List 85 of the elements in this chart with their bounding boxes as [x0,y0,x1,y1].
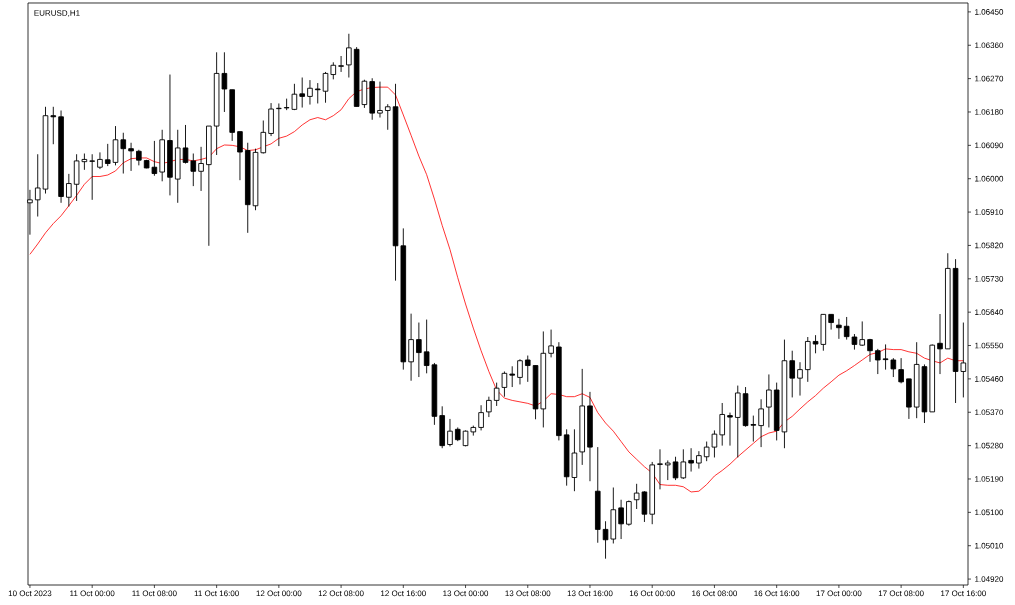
candlestick [384,103,391,131]
y-tick-label: 1.05640 [975,309,1004,315]
candlestick [104,143,111,167]
y-tick-label: 1.05910 [975,209,1004,215]
x-tick-label: 12 Oct 08:00 [318,590,364,597]
candlestick [657,448,663,490]
candlestick [937,313,943,375]
candlestick [548,329,554,358]
candlestick [789,350,795,398]
candlestick [766,373,772,428]
candlestick [501,371,508,398]
candlestick [307,79,313,106]
candlestick [66,173,72,207]
x-tick-label: 12 Oct 00:00 [256,590,302,597]
candlestick [797,361,803,397]
text: EURUSD,H1 [34,10,80,17]
candlestick [128,142,134,172]
y-tick-label: 1.05190 [975,476,1004,482]
candlestick [688,447,694,473]
y-tick-label: 1.04920 [975,576,1004,582]
candlestick [237,131,243,181]
y-tick-label: 1.05550 [975,342,1004,349]
y-tick-label: 1.06180 [975,109,1004,115]
x-tick-label: 13 Oct 00:00 [443,590,489,597]
candlestick [182,124,189,164]
candlestick [89,153,95,201]
candlestick [898,357,904,384]
candlestick [875,348,881,375]
candlestick [828,313,834,331]
candlestick [486,396,492,418]
candlestick [112,125,119,166]
candlestick [314,82,321,104]
x-tick-label: 10 Oct 2023 [8,590,52,597]
x-tick-label: 16 Oct 16:00 [754,590,800,597]
candlestick [524,355,531,383]
candlestick [198,146,204,192]
y-tick-label: 1.05010 [975,542,1004,549]
x-tick-label: 11 Oct 00:00 [70,590,115,597]
y-tick-label: 1.06360 [975,42,1004,49]
x-tick-label: 11 Oct 08:00 [132,590,177,597]
candlestick [50,106,57,145]
candlestick [493,382,500,407]
candlestick [836,318,842,340]
x-tick-label: 13 Oct 08:00 [505,590,551,597]
candlestick [416,322,422,378]
x-tick-label: 11 Oct 16:00 [194,590,239,597]
x-tick-label: 16 Oct 08:00 [692,590,738,597]
y-tick-label: 1.05460 [975,376,1004,382]
candlestick [509,365,515,388]
candlestick [719,402,725,447]
candlestick [377,81,383,118]
candlestick [299,77,305,108]
y-tick-label: 1.06090 [975,142,1004,149]
candlestick [276,103,282,147]
x-tick-label: 16 Oct 00:00 [629,590,675,597]
candlestick [190,153,197,187]
y-tick-label: 1.05730 [975,275,1004,282]
candlestick [408,313,414,382]
candlestick [696,450,702,470]
y-tick-label: 1.05280 [975,442,1004,449]
x-tick-label: 17 Oct 00:00 [816,590,862,597]
candlestick [758,398,764,448]
x-tick-label: 17 Oct 08:00 [878,590,924,597]
candlestick [618,499,624,540]
candlestick [338,55,344,73]
y-tick-label: 1.05100 [975,509,1004,516]
x-tick-label: 12 Oct 16:00 [381,590,426,597]
x-tick-label: 17 Oct 16:00 [941,590,986,597]
candlestick [626,500,632,527]
candlestick [664,459,671,481]
x-tick-label: 13 Oct 16:00 [567,590,613,597]
y-tick-label: 1.06000 [975,175,1004,182]
candlestick [727,412,733,447]
candlestick [97,151,103,170]
y-tick-label: 1.05820 [975,242,1004,249]
y-tick-label: 1.06270 [975,75,1004,82]
y-tick-label: 1.06450 [975,9,1004,15]
candlestick [346,33,352,78]
candlestick [859,320,866,347]
candlestick [447,418,453,447]
candlestick [517,358,523,385]
candlestick [120,132,127,174]
candlestick [478,404,484,431]
y-tick-label: 1.05370 [975,409,1004,416]
candlestick [34,153,41,217]
